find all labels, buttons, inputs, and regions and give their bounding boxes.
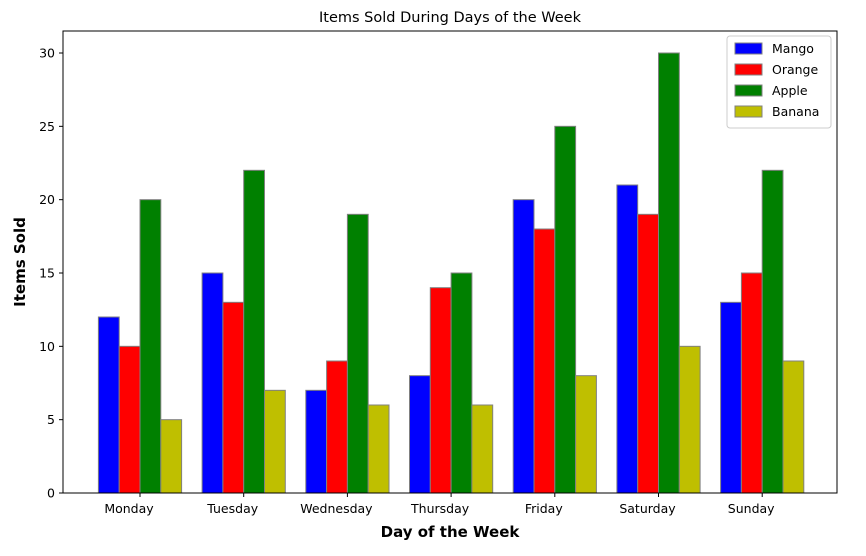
legend-frame (726, 35, 832, 129)
y-tick-label: 25 (39, 119, 55, 134)
bar-banana-sunday (782, 360, 805, 494)
bar-banana-friday (575, 375, 597, 494)
x-tick-label: Tuesday (206, 501, 258, 516)
bar-apple-saturday (658, 52, 680, 494)
bar-orange-thursday (429, 287, 452, 494)
legend-swatch-orange (734, 63, 763, 76)
bar-orange-monday (118, 345, 141, 494)
y-tick-label: 15 (39, 266, 55, 281)
bar-apple-tuesday (243, 169, 265, 494)
bar-mango-thursday (409, 375, 431, 494)
legend: Mango Orange Apple Banana (726, 35, 832, 129)
x-axis-ticks: Monday Tuesday Wednesday Thursday Friday Satu… (104, 493, 775, 516)
bar-mango-friday (512, 199, 535, 494)
bar-orange-tuesday (222, 301, 245, 494)
y-axis-ticks: 0 5 10 15 20 25 30 (39, 46, 63, 501)
plot-frame (62, 30, 838, 494)
y-tick-label: 20 (39, 192, 55, 207)
legend-swatch-banana (734, 105, 763, 118)
x-axis-label: Day of the Week (381, 523, 521, 541)
bar-orange-sunday (740, 272, 763, 494)
bar-mango-saturday (616, 184, 639, 494)
legend-label-orange: Orange (772, 62, 818, 77)
legend-swatch-apple (734, 84, 763, 97)
bar-mango-wednesday (305, 389, 328, 494)
legend-label-mango: Mango (772, 41, 814, 56)
legend-swatch-mango (734, 42, 763, 55)
bar-banana-wednesday (367, 404, 390, 494)
y-tick-label: 5 (47, 412, 55, 427)
x-tick-label: Monday (104, 501, 154, 516)
y-axis-label: Items Sold (11, 217, 29, 307)
legend-label-apple: Apple (772, 83, 808, 98)
x-tick-label: Saturday (619, 501, 676, 516)
x-tick-label: Friday (525, 501, 563, 516)
y-tick-label: 0 (47, 486, 55, 501)
bar-orange-saturday (637, 213, 660, 494)
bar-banana-tuesday (264, 389, 286, 494)
bar-apple-thursday (450, 272, 473, 494)
bar-apple-wednesday (346, 213, 369, 494)
bars-group (97, 52, 805, 494)
bar-orange-wednesday (326, 360, 348, 494)
bar-mango-monday (97, 316, 120, 494)
x-tick-label: Wednesday (300, 501, 373, 516)
bar-apple-monday (139, 199, 162, 494)
y-tick-label: 10 (39, 339, 55, 354)
bar-banana-saturday (678, 345, 701, 494)
bar-banana-monday (160, 419, 183, 494)
chart-title: Items Sold During Days of the Week (319, 10, 582, 26)
x-tick-label: Thursday (410, 501, 470, 516)
bar-apple-friday (554, 125, 577, 494)
legend-label-banana: Banana (772, 104, 819, 119)
y-tick-label: 30 (39, 46, 55, 61)
bar-apple-sunday (761, 169, 784, 494)
bar-orange-friday (533, 228, 556, 494)
bar-mango-sunday (720, 301, 742, 494)
x-tick-label: Sunday (728, 501, 775, 516)
bar-mango-tuesday (201, 272, 224, 494)
bar-banana-thursday (471, 404, 494, 494)
